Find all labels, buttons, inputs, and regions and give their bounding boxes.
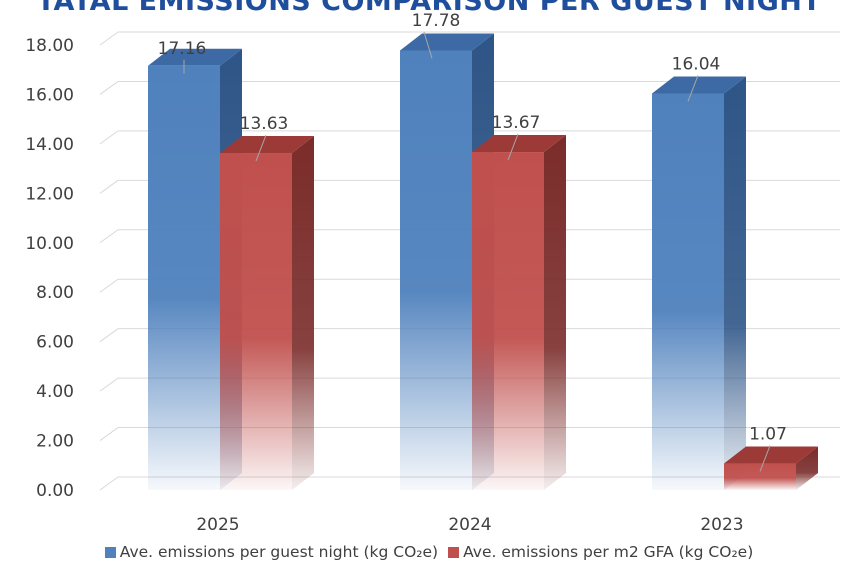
- data-label: 13.67: [492, 113, 541, 133]
- legend-label-guest-night: Ave. emissions per guest night (kg CO₂e): [119, 543, 439, 561]
- data-label: 1.07: [749, 425, 787, 445]
- bar-front: [724, 463, 796, 490]
- gridline-tick-6: [99, 179, 119, 194]
- gridline-tick-0: [99, 476, 119, 491]
- x-tick-label: 2023: [700, 515, 743, 535]
- data-label-leader: [255, 134, 267, 162]
- y-tick-label: 6.00: [36, 333, 74, 353]
- y-tick-label: 4.00: [36, 382, 74, 402]
- x-tick-label: 2024: [448, 515, 491, 535]
- data-label-leader: [423, 31, 433, 59]
- y-tick-label: 2.00: [36, 432, 74, 452]
- legend-label-gfa: Ave. emissions per m2 GFA (kg CO₂e): [463, 543, 754, 561]
- gridline-tick-7: [99, 130, 119, 145]
- legend-item-guest-night[interactable]: Ave. emissions per guest night (kg CO₂e): [104, 543, 439, 561]
- gridline-tick-9: [99, 31, 119, 46]
- bar-top: [148, 48, 242, 66]
- y-tick-label: 14.00: [25, 135, 74, 155]
- bar-side: [724, 76, 746, 490]
- bar-gfa-2025: [220, 134, 314, 490]
- legend-swatch-blue: [104, 546, 116, 558]
- bar-side: [544, 135, 566, 490]
- legend-item-gfa[interactable]: Ave. emissions per m2 GFA (kg CO₂e): [448, 543, 753, 561]
- x-tick-label: 2025: [196, 515, 239, 535]
- gridline-tick-2: [99, 377, 119, 392]
- data-label: 13.63: [240, 114, 289, 134]
- data-label: 17.16: [158, 39, 207, 59]
- bar-front: [652, 93, 724, 490]
- bar-side: [796, 446, 818, 490]
- bar-top: [220, 136, 314, 154]
- bar-top: [724, 446, 818, 464]
- bar-top: [400, 33, 494, 51]
- gridline-tick-4: [99, 278, 119, 293]
- gridline-tick-3: [99, 328, 119, 343]
- bar-front: [148, 65, 220, 491]
- data-label-leader: [687, 75, 699, 102]
- bar-front: [400, 50, 472, 490]
- data-label-leader: [507, 133, 519, 161]
- bar-front: [472, 152, 544, 490]
- y-tick-label: 10.00: [25, 234, 74, 254]
- data-label: 17.78: [412, 11, 461, 31]
- chart-title: TATAL EMISSIONS COMPARISON PER GUEST NIG…: [36, 0, 822, 17]
- gridline-tick-8: [99, 81, 119, 95]
- bar-side: [292, 136, 314, 490]
- y-tick-label: 8.00: [36, 283, 74, 303]
- y-tick-label: 12.00: [25, 184, 74, 204]
- bar-gfa-2024: [472, 133, 566, 490]
- bar-front: [220, 153, 292, 490]
- data-label-leader: [759, 445, 771, 472]
- y-tick-label: 0.00: [36, 481, 74, 501]
- bar-guest-night-2023: [652, 75, 746, 490]
- data-label: 16.04: [672, 54, 721, 74]
- y-tick-label: 18.00: [25, 36, 74, 56]
- gridline-tick-1: [99, 427, 119, 441]
- gridline-tick-5: [99, 229, 119, 244]
- bar-top: [472, 135, 566, 153]
- bar-gfa-2023: [724, 445, 818, 490]
- legend: Ave. emissions per guest night (kg CO₂e)…: [0, 543, 858, 561]
- legend-swatch-red: [448, 546, 460, 558]
- bar-top: [652, 76, 746, 94]
- y-tick-label: 16.00: [25, 85, 74, 105]
